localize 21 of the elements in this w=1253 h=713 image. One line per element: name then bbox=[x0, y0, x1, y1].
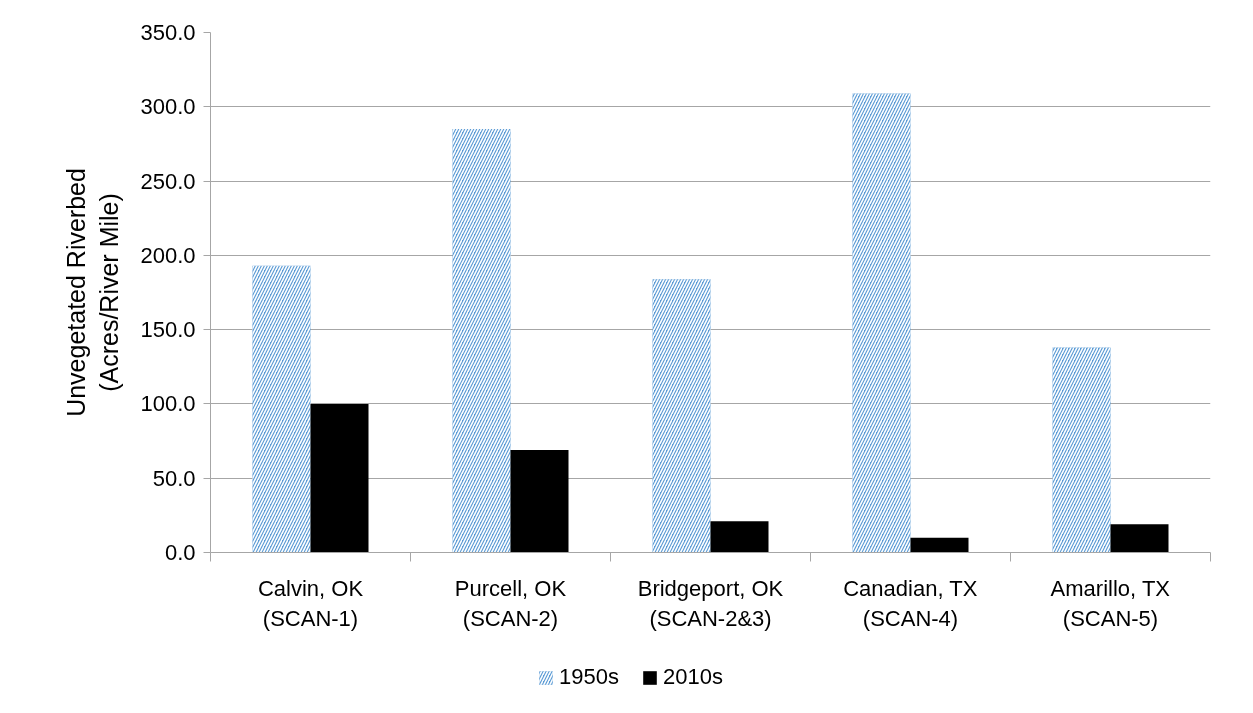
y-axis-title: Unvegetated Riverbed (Acres/River Mile) bbox=[61, 168, 124, 417]
y-tick-label: 250.0 bbox=[140, 168, 196, 194]
x-tick-label: Purcell, OK (SCAN-2) bbox=[454, 575, 567, 631]
legend-label: 1950s bbox=[559, 664, 619, 690]
x-tick-label: Amarillo, TX (SCAN-5) bbox=[1050, 575, 1171, 631]
y-tick-label: 200.0 bbox=[140, 242, 196, 268]
bar bbox=[1110, 524, 1169, 553]
bar bbox=[910, 537, 969, 553]
legend-label: 2010s bbox=[662, 664, 723, 690]
y-tick-label: 100.0 bbox=[140, 391, 196, 417]
bar bbox=[310, 403, 369, 553]
bar bbox=[510, 449, 569, 553]
bar bbox=[710, 521, 769, 553]
y-tick-label: 0.0 bbox=[164, 540, 196, 565]
x-tick-label: Calvin, OK (SCAN-1) bbox=[257, 575, 364, 631]
y-tick-label: 300.0 bbox=[140, 94, 196, 120]
x-tick-label: Canadian, TX (SCAN-4) bbox=[843, 575, 978, 631]
y-tick-label: 350.0 bbox=[140, 20, 196, 45]
y-tick-label: 150.0 bbox=[140, 317, 196, 343]
y-tick-label: 50.0 bbox=[152, 465, 196, 491]
x-tick-label: Bridgeport, OK (SCAN-2&3) bbox=[637, 575, 784, 631]
